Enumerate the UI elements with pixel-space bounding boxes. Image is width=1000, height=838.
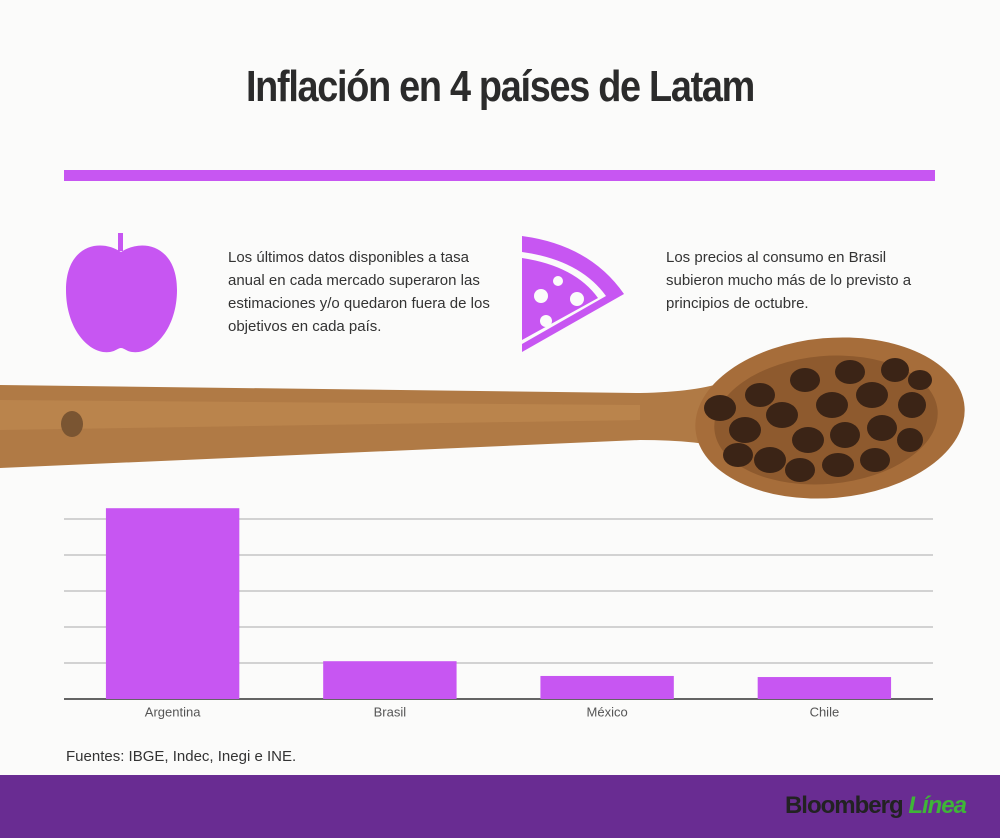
x-tick-label: México: [587, 704, 628, 719]
bar: [757, 677, 892, 699]
bar: [105, 508, 240, 699]
brand-name: Bloomberg: [784, 792, 904, 819]
source: Fuentes: IBGE, Indec, Inegi e INE.: [66, 748, 297, 765]
x-tick-label: Chile: [810, 704, 840, 719]
footer: [0, 775, 1000, 838]
bar: [323, 661, 457, 699]
note: Los últimos datos disponibles a tasa anu…: [228, 249, 490, 335]
x-tick-label: Brasil: [374, 704, 407, 719]
title: Inflación en 4 países de Latam: [245, 62, 755, 111]
bar-chart: Argentina Brasil México Chile: [64, 508, 933, 719]
brand-logo: Bloomberg Línea: [784, 792, 967, 820]
brand-suffix: Línea: [908, 792, 967, 819]
bar: [540, 675, 674, 699]
illustration: Argentina Brasil México Chile: [0, 233, 965, 719]
coffee-beans: [704, 358, 932, 482]
pizza-icon: [522, 236, 624, 352]
divider: [64, 170, 935, 181]
note: Los precios al consumo en Brasil subiero…: [666, 249, 912, 312]
spoon: [0, 337, 965, 499]
apple-icon: [66, 233, 177, 353]
x-tick-label: Argentina: [145, 704, 201, 719]
